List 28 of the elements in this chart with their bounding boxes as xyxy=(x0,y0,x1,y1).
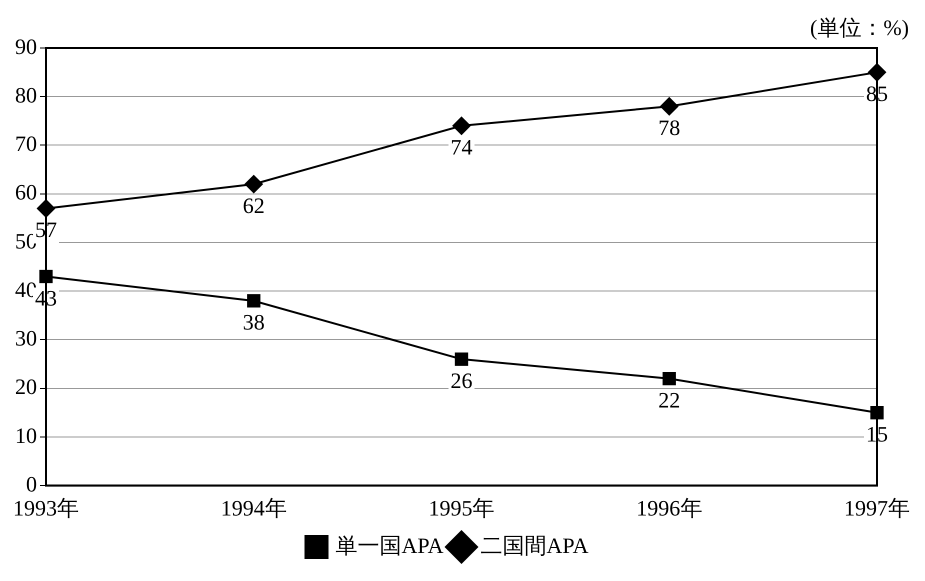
x-tick-label: 1993年 xyxy=(13,496,79,521)
point xyxy=(660,97,678,116)
y-tick-label: 60 xyxy=(15,180,37,205)
data-label: 74 xyxy=(450,134,472,160)
x-tick-label: 1994年 xyxy=(220,496,287,521)
x-tick-label: 1995年 xyxy=(428,496,494,521)
data-label: 22 xyxy=(658,387,680,412)
y-tick-label: 10 xyxy=(15,422,37,448)
point xyxy=(247,294,260,308)
point xyxy=(452,116,470,135)
data-label: 78 xyxy=(658,115,680,140)
point xyxy=(662,372,676,386)
data-label: 62 xyxy=(242,192,265,218)
legend-label: 二国間APA xyxy=(480,532,589,558)
x-tick-label: 1997年 xyxy=(844,496,910,521)
y-tick-label: 80 xyxy=(15,82,37,108)
data-label: 38 xyxy=(242,310,265,335)
y-tick-label: 70 xyxy=(15,131,37,156)
text: (単位：%) xyxy=(810,14,909,40)
point xyxy=(244,175,263,194)
y-tick-label: 0 xyxy=(26,471,37,496)
y-tick-label: 30 xyxy=(15,326,37,351)
legend-label: 単一国APA xyxy=(336,532,444,558)
x-tick-label: 1996年 xyxy=(636,496,702,521)
y-tick-label: 20 xyxy=(15,374,37,400)
y-tick-label: 90 xyxy=(15,34,37,59)
data-label: 26 xyxy=(450,368,472,393)
point xyxy=(454,352,468,366)
